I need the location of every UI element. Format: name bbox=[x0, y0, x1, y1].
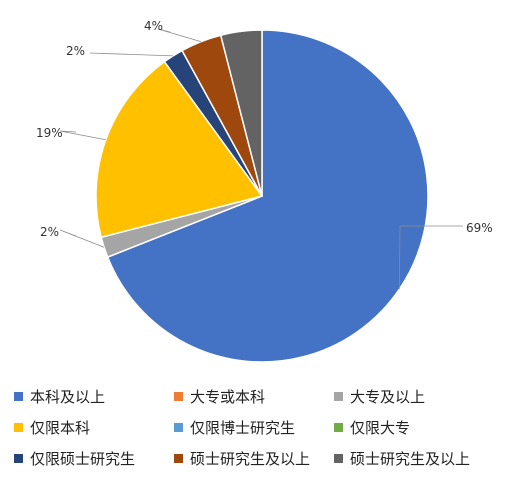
data-label: 19% bbox=[36, 126, 63, 140]
legend-swatch bbox=[174, 454, 183, 463]
legend-swatch bbox=[334, 454, 343, 463]
data-label: 2% bbox=[40, 225, 59, 239]
legend-label: 本科及以上 bbox=[30, 388, 106, 406]
legend-item: 仅限硕士研究生 bbox=[14, 448, 174, 469]
leader-line bbox=[398, 225, 463, 290]
legend-swatch bbox=[174, 423, 183, 432]
data-label: 69% bbox=[466, 221, 493, 235]
legend-item: 大专或本科 bbox=[174, 386, 334, 407]
legend-label: 仅限硕士研究生 bbox=[30, 450, 136, 468]
pie-slice bbox=[219, 29, 263, 197]
legend-swatch bbox=[14, 423, 23, 432]
legend: 本科及以上 大专或本科 大专及以上仅限本科 仅限博士研究生 仅限大专仅限硕士研究生 硕士研… bbox=[14, 386, 514, 469]
legend-swatch bbox=[174, 392, 183, 401]
legend-label: 大专及以上 bbox=[350, 388, 426, 406]
legend-swatch bbox=[334, 392, 343, 401]
leader-line bbox=[59, 229, 105, 248]
legend-swatch bbox=[334, 423, 343, 432]
data-label: 2% bbox=[66, 44, 85, 58]
legend-label: 仅限博士研究生 bbox=[190, 419, 296, 437]
legend-label: 仅限大专 bbox=[350, 419, 411, 437]
leader-line bbox=[89, 52, 174, 57]
legend-item: 仅限大专 bbox=[334, 417, 504, 438]
legend-item: 仅限本科 bbox=[14, 417, 174, 438]
legend-label: 大专或本科 bbox=[190, 388, 266, 406]
pie-slice bbox=[95, 60, 264, 239]
data-label: 4% bbox=[144, 19, 163, 33]
legend-item: 大专及以上 bbox=[334, 386, 504, 407]
legend-label: 硕士研究生及以上 bbox=[350, 450, 471, 468]
legend-item: 仅限博士研究生 bbox=[174, 417, 334, 438]
leader-line bbox=[157, 28, 202, 43]
legend-swatch bbox=[14, 454, 23, 463]
legend-item: 硕士研究生及以上 bbox=[174, 448, 334, 469]
legend-item: 硕士研究生及以上 bbox=[334, 448, 504, 469]
legend-label: 仅限本科 bbox=[30, 419, 91, 437]
legend-label: 硕士研究生及以上 bbox=[190, 450, 311, 468]
legend-swatch bbox=[14, 392, 23, 401]
leader-line bbox=[59, 130, 106, 141]
legend-item: 本科及以上 bbox=[14, 386, 174, 407]
